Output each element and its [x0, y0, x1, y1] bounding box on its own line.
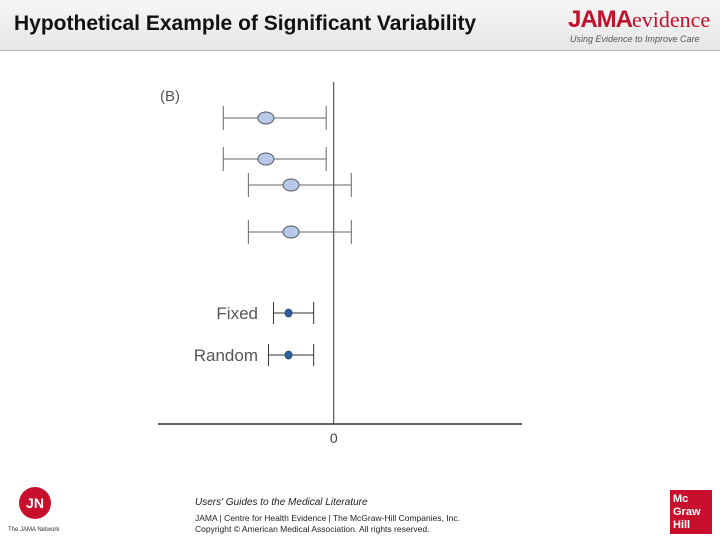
- row-label: Fixed: [216, 304, 258, 323]
- slide-title: Hypothetical Example of Significant Vari…: [14, 12, 477, 35]
- mcgraw-hill-logo: Mc Graw Hill: [670, 490, 712, 534]
- mcgraw-line-2: Graw: [673, 506, 701, 518]
- jn-logo-letters: JN: [26, 495, 44, 511]
- row-label: Random: [194, 346, 258, 365]
- pooled-estimate: [284, 308, 293, 318]
- footer-copyright: Copyright © American Medical Association…: [195, 524, 430, 534]
- jn-logo-icon: JN: [19, 487, 51, 519]
- jama-network-label: The JAMA Network: [8, 527, 60, 533]
- footer: Users' Guides to the Medical Literature …: [195, 497, 595, 534]
- point-estimate: [282, 178, 300, 192]
- footer-series-title: Users' Guides to the Medical Literature: [195, 497, 368, 508]
- point-estimate: [282, 225, 300, 239]
- jama-network-logo: JN The JAMA Network: [8, 486, 70, 536]
- brand-name-main: JAMA: [568, 6, 633, 33]
- point-estimate: [257, 111, 275, 125]
- point-estimate: [257, 152, 275, 166]
- brand-name-suffix: evidence: [632, 7, 711, 32]
- panel-label: (B): [160, 88, 180, 105]
- title-bar: Hypothetical Example of Significant Vari…: [0, 0, 720, 51]
- mcgraw-line-3: Hill: [673, 519, 691, 531]
- mcgraw-line-1: Mc: [673, 493, 689, 505]
- pooled-estimate: [284, 350, 293, 360]
- footer-publishers: JAMA | Centre for Health Evidence | The …: [195, 513, 461, 523]
- brand-tagline: Using Evidence to Improve Care: [570, 34, 700, 44]
- jama-evidence-logo: JAMAevidence Using Evidence to Improve C…: [568, 6, 716, 46]
- x-tick-label: 0: [330, 430, 338, 446]
